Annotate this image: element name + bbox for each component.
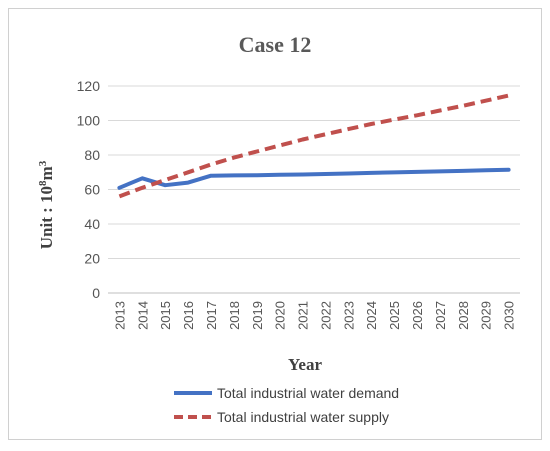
gridlines	[108, 85, 520, 294]
x-tick-label: 2026	[410, 301, 425, 330]
x-tick-label: 2016	[181, 301, 196, 330]
x-tick-label: 2030	[502, 301, 517, 330]
series-lines	[117, 93, 511, 199]
y-tick-label: 20	[84, 251, 100, 267]
y-tick-labels: 0 20 40 60 80 100 120	[77, 78, 101, 301]
x-tick-label: 2022	[318, 301, 333, 330]
legend-label-supply: Total industrial water supply	[217, 409, 389, 425]
x-tick-label: 2023	[341, 301, 356, 330]
y-tick-label: 100	[77, 113, 101, 129]
series-line-demand	[117, 167, 511, 190]
y-tick-label: 120	[77, 78, 101, 94]
chart-title: Case 12	[239, 32, 312, 57]
legend: Total industrial water demand Total indu…	[174, 385, 399, 425]
y-tick-label: 0	[92, 285, 100, 301]
x-tick-label: 2013	[112, 301, 127, 330]
x-tick-labels: 2013 2014 2015 2016 2017 2018 2019 2020 2021 2022…	[112, 301, 516, 330]
x-tick-label: 2024	[364, 301, 379, 330]
x-tick-label: 2017	[204, 301, 219, 330]
x-tick-label: 2025	[387, 301, 402, 330]
y-axis-title: Unit : 108m3	[37, 160, 56, 249]
y-tick-label: 40	[84, 216, 100, 232]
x-tick-label: 2020	[273, 301, 288, 330]
x-tick-label: 2018	[227, 301, 242, 330]
x-tick-label: 2014	[135, 301, 150, 330]
x-tick-label: 2019	[250, 301, 265, 330]
x-tick-label: 2027	[433, 301, 448, 330]
series-line-supply	[118, 93, 510, 199]
x-axis-title: Year	[288, 355, 322, 374]
legend-label-demand: Total industrial water demand	[217, 385, 399, 401]
x-tick-label: 2015	[158, 301, 173, 330]
y-tick-label: 80	[84, 147, 100, 163]
x-tick-label: 2029	[479, 301, 494, 330]
x-tick-label: 2028	[456, 301, 471, 330]
y-tick-label: 60	[84, 182, 100, 198]
x-tick-label: 2021	[296, 301, 311, 330]
